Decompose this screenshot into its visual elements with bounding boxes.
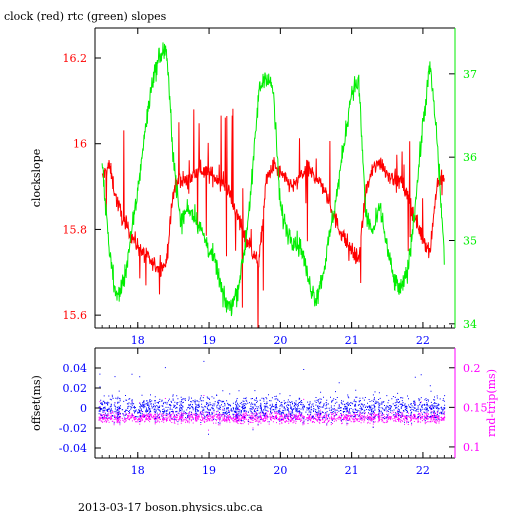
top-y-right-tick-label: 36	[463, 151, 477, 164]
top-y-left-tick-label: 16.2	[63, 52, 88, 65]
rtc-series-line	[101, 42, 445, 317]
bottom-x-tick-label: 19	[202, 464, 216, 477]
top-y-right-tick-label: 35	[463, 235, 477, 248]
bottom-x-tick-label: 21	[345, 464, 359, 477]
top-x-tick-label: 21	[345, 334, 359, 347]
bottom-y-left-label: offset(ms)	[30, 375, 43, 431]
offset-series-points	[98, 360, 446, 435]
top-y-right-tick-label: 37	[463, 68, 477, 81]
top-plot: 18 19 20 21 22 15.6 15.8 16 16.2 34 35 36 37 clockslo…	[30, 27, 477, 347]
bottom-plot: 18 19 20 21 22 -0.04 -0.02 0 0.02 0.04 0.1 0.15 0.2 o…	[30, 347, 498, 477]
bottom-y-right-tick-label: 0.1	[463, 441, 481, 454]
bottom-y-left-tick-label: -0.02	[59, 422, 87, 435]
top-x-tick-label: 22	[416, 334, 430, 347]
top-x-tick-label: 20	[273, 334, 287, 347]
bottom-y-right-label: rnd-trip(ms)	[485, 369, 498, 437]
bottom-x-tick-label: 20	[273, 464, 287, 477]
bottom-y-left-tick-label: -0.04	[59, 442, 87, 455]
bottom-y-left-tick-label: 0.02	[63, 382, 88, 395]
top-x-tick-label: 19	[202, 334, 216, 347]
bottom-y-left-tick-label: 0	[80, 402, 87, 415]
top-x-tick-label: 18	[131, 334, 145, 347]
bottom-x-tick-label: 18	[131, 464, 145, 477]
bottom-y-right-tick-label: 0.15	[463, 401, 488, 414]
top-y-left-tick-label: 16	[73, 138, 87, 151]
clockslope-series-line	[101, 108, 445, 328]
top-y-left-tick-label: 15.6	[63, 309, 88, 322]
top-y-right-tick-label: 34	[463, 318, 477, 331]
chart-title: clock (red) rtc (green) slopes	[4, 10, 167, 23]
top-y-left-label: clockslope	[30, 149, 43, 207]
top-y-left-tick-label: 15.8	[63, 223, 88, 236]
bottom-y-right-tick-label: 0.2	[463, 362, 481, 375]
footer-text: 2013-03-17 boson.physics.ubc.ca	[78, 501, 263, 512]
bottom-x-tick-label: 22	[416, 464, 430, 477]
bottom-y-left-tick-label: 0.04	[63, 362, 88, 375]
